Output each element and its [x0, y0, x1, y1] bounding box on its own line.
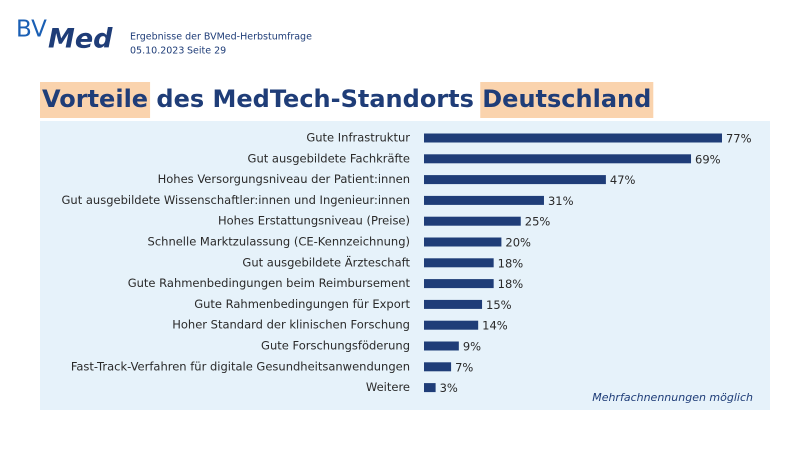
date: 05.10.2023: [130, 46, 184, 57]
bar: [424, 279, 494, 289]
title-highlight: [480, 82, 654, 118]
value-label: 3%: [440, 381, 458, 395]
bar: [424, 258, 494, 268]
value-label: 47%: [610, 173, 636, 187]
value-label: 25%: [525, 215, 551, 229]
value-label: 18%: [498, 256, 524, 270]
chart-title: Vorteile des MedTech-Standorts Deutschla…: [42, 85, 651, 113]
category-label: Gute Infrastruktur: [306, 131, 410, 145]
bar: [424, 341, 459, 351]
value-label: 77%: [726, 132, 752, 146]
category-label: Weitere: [366, 380, 410, 394]
annotation: Mehrfachnennungen möglich: [592, 391, 753, 404]
page-number: Seite 29: [187, 46, 226, 57]
category-label: Gut ausgebildete Fachkräfte: [248, 151, 410, 165]
logo-med: Med: [48, 24, 113, 55]
category-label: Gute Forschungsföderung: [261, 339, 410, 353]
category-label: Gute Rahmenbedingungen beim Reimbursemen…: [128, 276, 411, 290]
bar: [424, 237, 502, 247]
category-label: Schnelle Marktzulassung (CE-Kennzeichnun…: [148, 235, 410, 249]
bar: [424, 320, 479, 330]
value-label: 15%: [486, 298, 512, 312]
category-label: Hohes Versorgungsniveau der Patient:inne…: [158, 172, 410, 186]
bar: [424, 383, 436, 393]
category-label: Fast-Track-Verfahren für digitale Gesund…: [71, 359, 410, 373]
value-label: 7%: [455, 360, 473, 374]
title-highlight: [40, 82, 151, 118]
value-label: 9%: [463, 340, 481, 354]
value-label: 20%: [505, 236, 531, 250]
title-highlights: [40, 82, 654, 118]
value-label: 18%: [498, 277, 524, 291]
bar: [424, 195, 544, 205]
bar: [424, 299, 483, 309]
logo-bv: BV: [16, 17, 47, 43]
bar: [424, 154, 692, 164]
value-label: 69%: [695, 152, 721, 166]
value-label: 31%: [548, 194, 574, 208]
panel: [40, 121, 770, 410]
category-label: Gut ausgebildete Wissenschaftler:innen u…: [62, 193, 410, 207]
category-label: Gute Rahmenbedingungen für Export: [194, 297, 410, 311]
bar: [424, 133, 722, 143]
category-label: Hoher Standard der klinischen Forschung: [172, 318, 410, 332]
bar: [424, 216, 521, 226]
category-label: Gut ausgebildete Ärzteschaft: [242, 254, 410, 269]
subtitle: Ergebnisse der BVMed-Herbstumfrage: [130, 32, 312, 43]
bar: [424, 175, 606, 185]
bar: [424, 362, 452, 372]
category-label: Hohes Erstattungsniveau (Preise): [218, 214, 410, 228]
value-label: 14%: [482, 319, 508, 333]
